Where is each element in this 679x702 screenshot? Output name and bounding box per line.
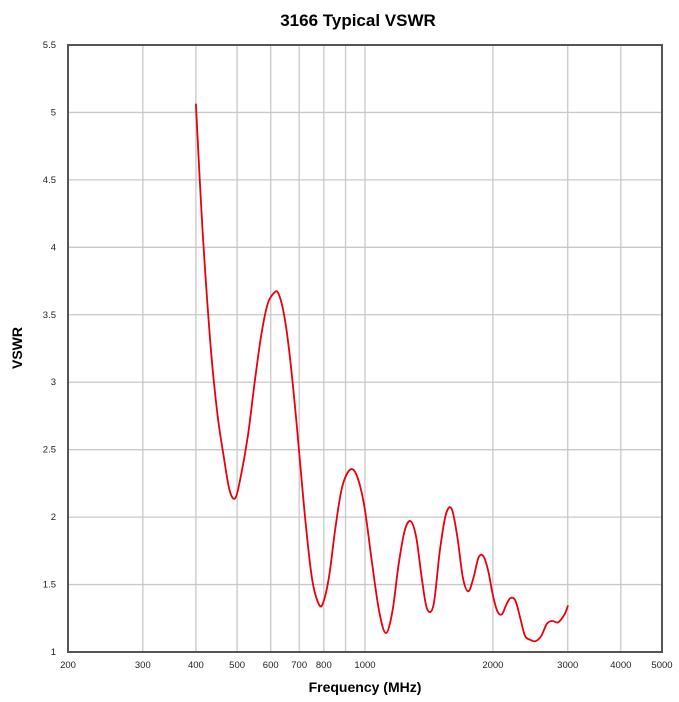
x-tick-label: 200 bbox=[60, 660, 76, 671]
x-tick-label: 500 bbox=[229, 660, 245, 671]
x-tick-labels: 200 300 400 500 600 700 800 1000 2000 3000 4000 500… bbox=[60, 660, 673, 671]
y-tick-label: 1 bbox=[51, 647, 56, 658]
y-tick-label: 1.5 bbox=[43, 580, 56, 591]
vswr-series-line bbox=[195, 103, 569, 643]
x-tick-label: 2000 bbox=[482, 660, 503, 671]
x-tick-label: 4000 bbox=[610, 660, 631, 671]
y-tick-label: 3.5 bbox=[43, 310, 56, 321]
series-layer bbox=[195, 103, 569, 643]
y-tick-label: 2 bbox=[51, 512, 56, 523]
y-tick-labels: 1 1.5 2 2.5 3 3.5 4 4.5 5 5.5 bbox=[43, 40, 56, 658]
x-tick-label: 700 bbox=[291, 660, 307, 671]
x-tick-label: 800 bbox=[316, 660, 332, 671]
x-tick-label: 5000 bbox=[651, 660, 672, 671]
x-tick-label: 300 bbox=[135, 660, 151, 671]
y-tick-label: 5 bbox=[51, 107, 56, 118]
x-tick-label: 1000 bbox=[354, 660, 375, 671]
chart-title: 3166 Typical VSWR bbox=[280, 11, 436, 30]
x-tick-label: 600 bbox=[263, 660, 279, 671]
grid-layer bbox=[67, 44, 663, 653]
y-tick-label: 2.5 bbox=[43, 445, 56, 456]
x-tick-label: 400 bbox=[188, 660, 204, 671]
x-tick-label: 3000 bbox=[557, 660, 578, 671]
y-tick-label: 4.5 bbox=[43, 175, 56, 186]
plot-frame bbox=[67, 44, 663, 653]
x-axis-label: Frequency (MHz) bbox=[309, 679, 422, 695]
y-tick-label: 5.5 bbox=[43, 40, 56, 51]
y-axis-label: VSWR bbox=[9, 327, 25, 369]
y-tick-label: 3 bbox=[51, 377, 56, 388]
y-tick-label: 4 bbox=[51, 242, 56, 253]
